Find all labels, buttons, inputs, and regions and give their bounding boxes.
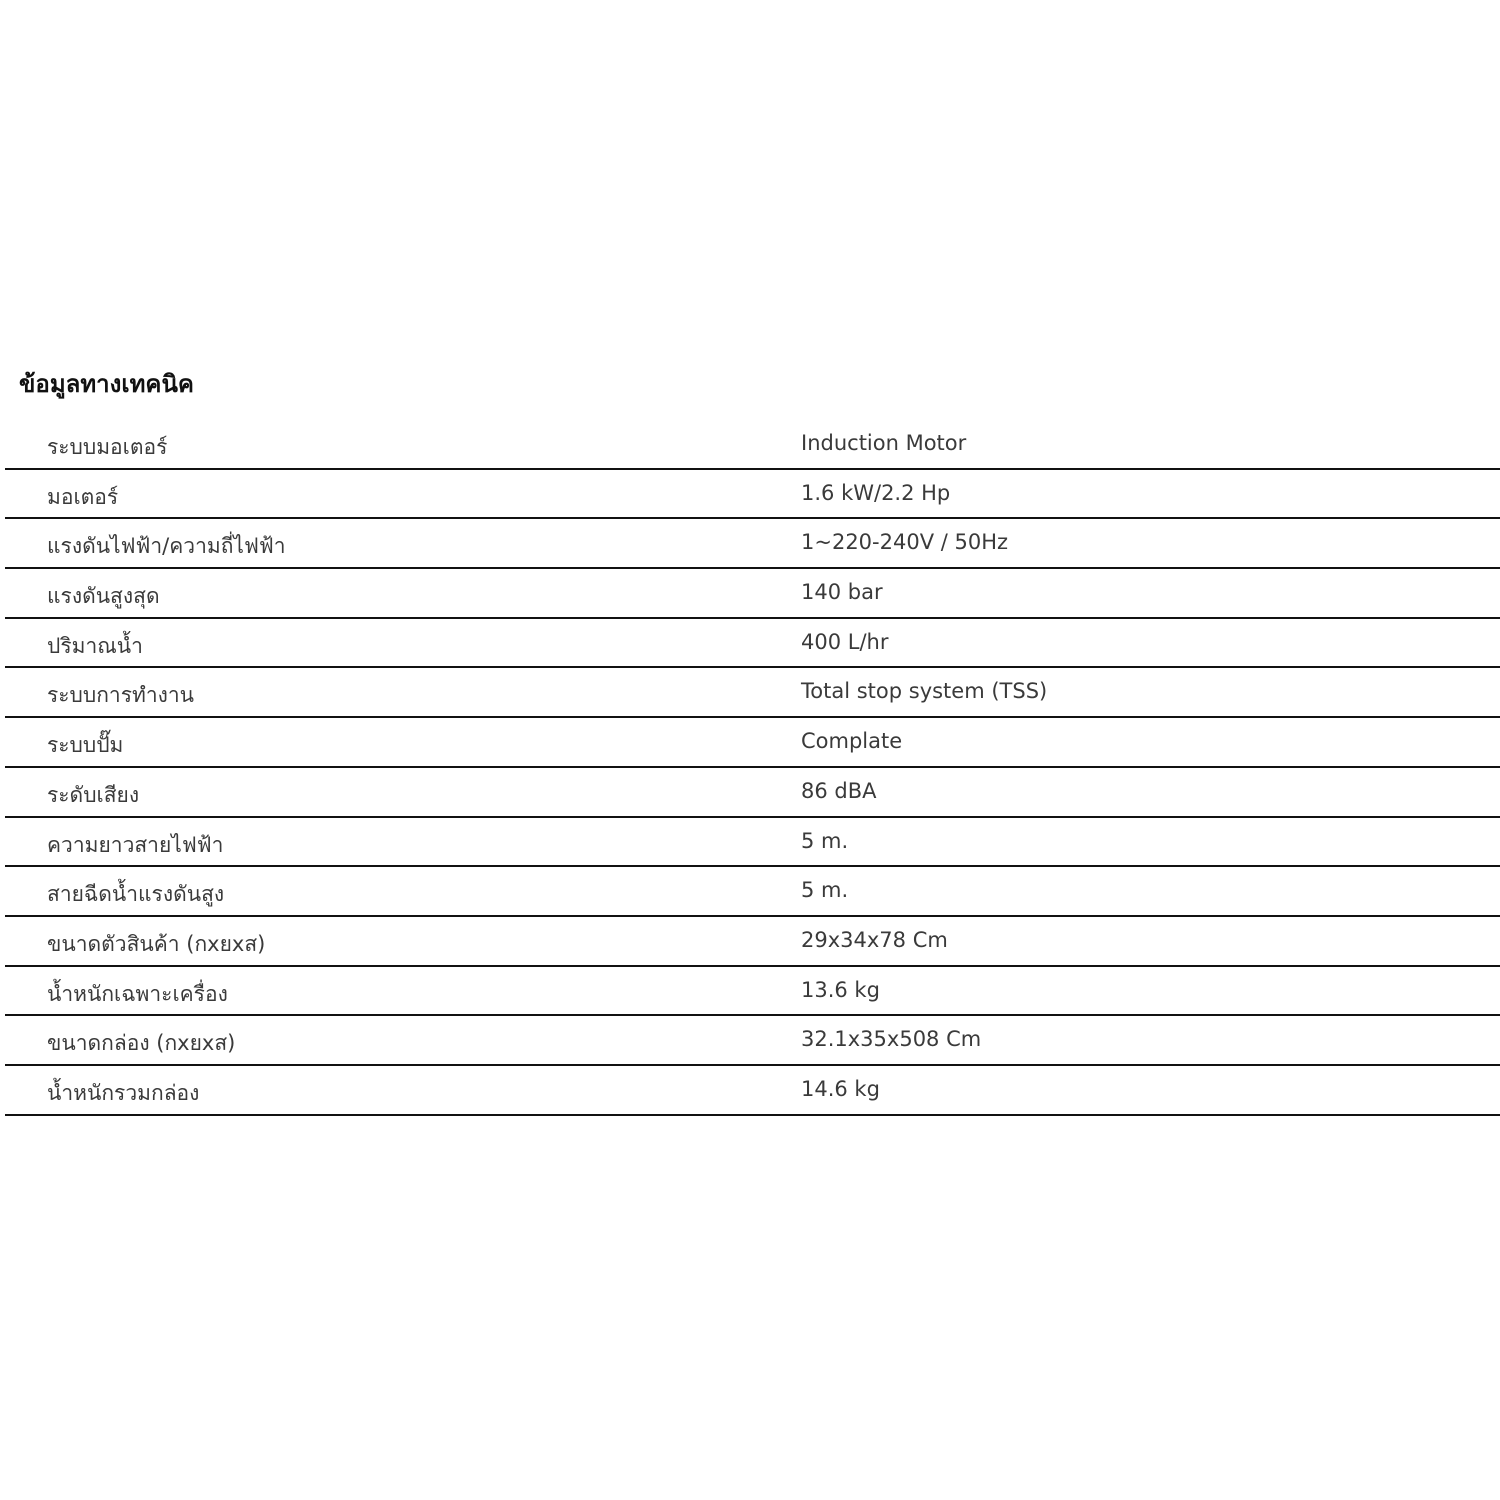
spec-label: น้ำหนักรวมกล่อง xyxy=(47,1080,200,1105)
spec-row: น้ำหนักรวมกล่อง 14.6 kg xyxy=(5,1066,1500,1116)
section-title: ข้อมูลทางเทคนิค xyxy=(19,370,194,398)
spec-value: 1~220-240V / 50Hz xyxy=(801,530,1009,555)
spec-value: Total stop system (TSS) xyxy=(801,679,1048,704)
spec-row: ขนาดกล่อง (กxยxส) 32.1x35x508 Cm xyxy=(5,1016,1500,1066)
spec-row: ระบบการทำงาน Total stop system (TSS) xyxy=(5,668,1500,719)
spec-row: ระบบปั๊ม Complate xyxy=(5,718,1500,768)
spec-row: น้ำหนักเฉพาะเครื่อง 13.6 kg xyxy=(5,967,1500,1017)
spec-row: ระดับเสียง 86 dBA xyxy=(5,768,1500,818)
spec-label: แรงดันไฟฟ้า/ความถี่ไฟฟ้า xyxy=(47,534,286,559)
spec-label: สายฉีดน้ำแรงดันสูง xyxy=(47,882,225,907)
spec-label: ระบบการทำงาน xyxy=(47,683,195,708)
spec-value: 5 m. xyxy=(801,878,849,903)
spec-label: ขนาดตัวสินค้า (กxยxส) xyxy=(47,931,266,956)
spec-value: 140 bar xyxy=(801,580,883,605)
spec-value: Complate xyxy=(801,729,903,754)
spec-row: ระบบมอเตอร์ Induction Motor xyxy=(5,420,1500,470)
spec-value: 1.6 kW/2.2 Hp xyxy=(801,480,951,505)
spec-value: 400 L/hr xyxy=(801,629,889,654)
spec-row: สายฉีดน้ำแรงดันสูง 5 m. xyxy=(5,867,1500,917)
spec-value: 5 m. xyxy=(801,828,849,853)
spec-label: ขนาดกล่อง (กxยxส) xyxy=(47,1031,236,1056)
spec-label: แรงดันสูงสุด xyxy=(47,584,160,609)
spec-table: ระบบมอเตอร์ Induction Motor มอเตอร์ 1.6 kW/… xyxy=(5,420,1500,1116)
spec-label: ระบบมอเตอร์ xyxy=(47,435,168,459)
spec-row: แรงดันไฟฟ้า/ความถี่ไฟฟ้า 1~220-240V / 50H… xyxy=(5,519,1500,570)
spec-label: มอเตอร์ xyxy=(47,484,119,509)
spec-value: 86 dBA xyxy=(801,778,877,803)
spec-value: 29x34x78 Cm xyxy=(801,927,948,952)
spec-row: แรงดันสูงสุด 140 bar xyxy=(5,569,1500,619)
spec-row: ปริมาณน้ำ 400 L/hr xyxy=(5,619,1500,669)
spec-row: ความยาวสายไฟฟ้า 5 m. xyxy=(5,818,1500,868)
spec-label: ระดับเสียง xyxy=(47,782,140,807)
spec-label: ความยาวสายไฟฟ้า xyxy=(47,832,224,857)
spec-value: 13.6 kg xyxy=(801,977,880,1002)
spec-label: ปริมาณน้ำ xyxy=(47,633,143,658)
spec-label: ระบบปั๊ม xyxy=(47,733,124,758)
spec-row: มอเตอร์ 1.6 kW/2.2 Hp xyxy=(5,470,1500,520)
spec-row: ขนาดตัวสินค้า (กxยxส) 29x34x78 Cm xyxy=(5,917,1500,967)
spec-label: น้ำหนักเฉพาะเครื่อง xyxy=(47,981,228,1006)
spec-value: Induction Motor xyxy=(801,431,967,455)
spec-value: 14.6 kg xyxy=(801,1076,880,1101)
spec-value: 32.1x35x508 Cm xyxy=(801,1027,982,1052)
